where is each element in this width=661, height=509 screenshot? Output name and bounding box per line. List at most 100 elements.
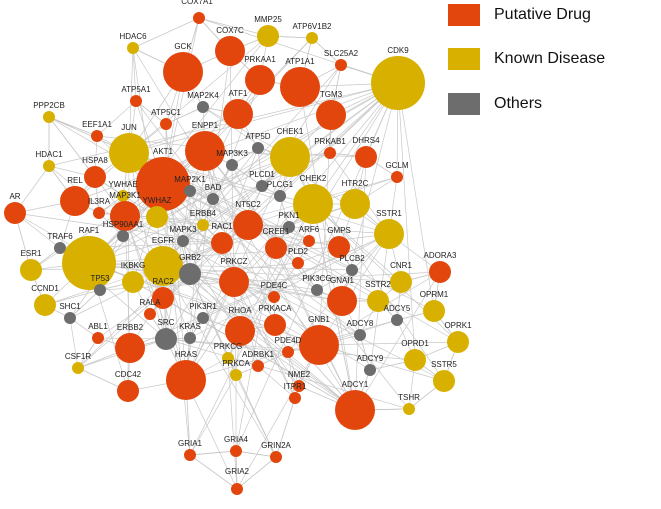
node-label-nt5c2: NT5C2 — [235, 200, 261, 209]
node-label-sstr2: SSTR2 — [365, 280, 391, 289]
edge-prkaca-raf1 — [88, 262, 276, 326]
node-map2k1 — [184, 185, 196, 197]
node-oprm1 — [423, 300, 445, 322]
node-label-atp5c1: ATP5C1 — [151, 108, 181, 117]
node-label-gnai1: GNAI1 — [330, 276, 355, 285]
node-label-oprm1: OPRM1 — [420, 290, 449, 299]
node-eef1a1 — [91, 130, 103, 142]
legend-item-others: Others — [448, 93, 542, 115]
edge-pik3r1-chek2 — [202, 203, 314, 319]
node-label-pik3cg: PIK3CG — [302, 274, 331, 283]
node-label-traf6: TRAF6 — [47, 232, 73, 241]
edge-grin2a-grb2 — [189, 273, 277, 458]
edge-raf1-cdk9 — [88, 82, 399, 264]
edge-gria1-gria2 — [189, 454, 238, 490]
node-rhoa — [225, 316, 255, 346]
edge-csf1r-shc1 — [69, 317, 79, 369]
node-label-gmps: GMPS — [327, 226, 351, 235]
edge-sstr5-gnb1 — [318, 344, 445, 382]
edge-adcy9-adcy8 — [359, 334, 371, 371]
node-label-plcg1: PLCG1 — [267, 180, 294, 189]
edge-plcd1-atp5d — [257, 147, 263, 187]
node-sstr1 — [374, 219, 404, 249]
edge-gria4-cdk9 — [235, 82, 399, 452]
node-label-adrbk1: ADRBK1 — [242, 350, 275, 359]
node-label-rac2: RAC2 — [152, 277, 174, 286]
node-prkcg — [222, 352, 234, 364]
node-label-chek2: CHEK2 — [300, 174, 327, 183]
edge-map2k1-erbb4 — [189, 190, 204, 226]
legend-label-putative: Putative Drug — [494, 6, 591, 23]
network-nodes — [4, 12, 469, 495]
node-gnb1 — [299, 325, 339, 365]
edge-atp5c1-map2k4 — [165, 106, 204, 125]
edge-adora3-adcy1 — [354, 271, 441, 411]
legend-swatch-putative — [448, 4, 480, 26]
node-pld2 — [292, 257, 304, 269]
node-atp6v1b2 — [306, 32, 318, 44]
legend-item-putative-drug: Putative Drug — [448, 4, 591, 26]
node-ywhaz — [146, 206, 168, 228]
node-kras — [184, 332, 196, 344]
node-ccnd1 — [34, 294, 56, 316]
node-label-oprd1: OPRD1 — [401, 339, 429, 348]
node-sstr5 — [433, 370, 455, 392]
edge-atp5a1-eef1a1 — [96, 100, 137, 137]
edge-prkcz-cdk9 — [233, 82, 399, 283]
edge-hdac6-atp5a1 — [132, 47, 137, 102]
node-ppp2cb — [43, 111, 55, 123]
edge-tp53-prkcz — [99, 281, 235, 291]
node-abl1 — [92, 332, 104, 344]
edge-adcy8-akt1 — [162, 183, 361, 336]
node-label-egfr: EGFR — [152, 236, 174, 245]
node-erbb4 — [197, 219, 209, 231]
node-label-pkn1: PKN1 — [279, 211, 300, 220]
node-label-pde4d: PDE4D — [275, 336, 302, 345]
node-label-prkcg: PRKCG — [214, 342, 242, 351]
edge-mmp25-jun — [128, 35, 269, 154]
node-label-chek1: CHEK1 — [277, 127, 304, 136]
node-csf1r — [72, 362, 84, 374]
node-rac2 — [152, 287, 174, 309]
edge-kras-sstr1 — [189, 233, 390, 339]
edge-plcd1-map3k3 — [231, 164, 263, 187]
node-mapk3 — [177, 235, 189, 247]
node-label-csf1r: CSF1R — [65, 352, 91, 361]
node-label-cnr1: CNR1 — [390, 261, 412, 270]
node-label-prkca: PRKCA — [222, 359, 250, 368]
edge-hdac1-adcy1 — [48, 165, 356, 411]
edge-arf6-ywhaz — [156, 216, 310, 242]
legend-label-others: Others — [494, 95, 543, 112]
node-label-shc1: SHC1 — [59, 302, 81, 311]
node-label-cox7c: COX7C — [216, 26, 244, 35]
node-tp53 — [94, 284, 106, 296]
edge-abl1-grb2 — [97, 273, 191, 339]
node-grb2 — [179, 263, 201, 285]
legend-swatch-known — [448, 48, 480, 70]
edge-adcy8-ywhaz — [156, 216, 361, 336]
node-prkcz — [219, 267, 249, 297]
edge-rhoa-adcy1 — [239, 330, 356, 411]
node-label-eef1a1: EEF1A1 — [82, 120, 112, 129]
node-label-ywhaz: YWHAZ — [143, 196, 172, 205]
node-atf1 — [223, 99, 253, 129]
node-oprd1 — [404, 349, 426, 371]
node-label-pik3r1: PIK3R1 — [189, 302, 217, 311]
node-label-gria1: GRIA1 — [178, 439, 203, 448]
edge-plcg1-cdk9 — [279, 82, 399, 197]
node-label-arf6: ARF6 — [299, 225, 320, 234]
node-label-gnb1: GNB1 — [308, 315, 330, 324]
node-label-pde4c: PDE4C — [261, 281, 288, 290]
node-adcy9 — [364, 364, 376, 376]
node-nt5c2 — [233, 210, 263, 240]
edge-hdac1-cdk9 — [48, 82, 399, 167]
node-plcg1 — [274, 190, 286, 202]
node-rel — [60, 186, 90, 216]
edge-grin2a-itpr1 — [275, 397, 296, 458]
edge-cox7a1-mmp25 — [198, 17, 269, 37]
node-label-prkaca: PRKACA — [259, 304, 293, 313]
legend-item-known-disease: Known Disease — [448, 48, 605, 70]
node-cdk9 — [371, 56, 425, 110]
edge-adcy9-prkcz — [233, 281, 371, 371]
